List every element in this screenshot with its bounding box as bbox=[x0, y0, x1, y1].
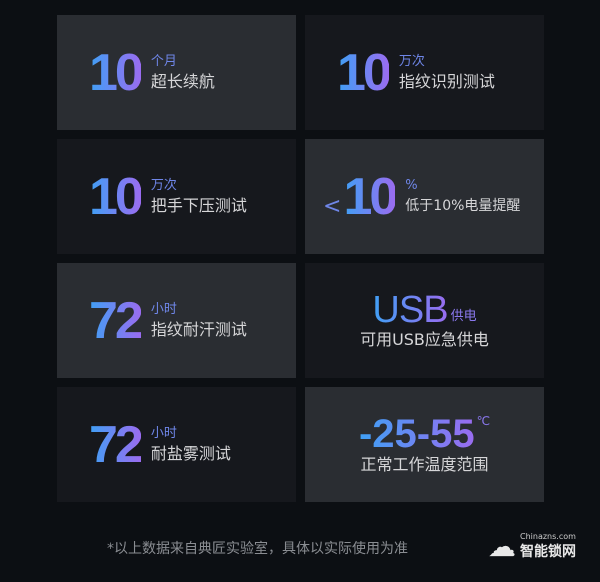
stat-card-sweat: 72 小时指纹耐汗测试 bbox=[57, 263, 296, 378]
stat-value: 10 bbox=[337, 43, 392, 102]
stat-desc: 正常工作温度范围 bbox=[360, 454, 489, 474]
watermark-logo: ☁ Chinazns.com 智能锁网 bbox=[488, 530, 576, 563]
cloud-icon: ☁ bbox=[488, 530, 516, 563]
stat-desc: 超长续航 bbox=[150, 71, 215, 91]
stat-desc: 把手下压测试 bbox=[150, 195, 247, 215]
stat-unit: 小时 bbox=[150, 425, 177, 441]
stat-unit: 小时 bbox=[150, 301, 177, 317]
stat-desc: 低于10%电量提醒 bbox=[405, 197, 521, 214]
stat-card-battery: 10 个月超长续航 bbox=[57, 15, 296, 130]
stat-value: 10 bbox=[89, 167, 144, 226]
stat-unit: 供电 bbox=[450, 308, 477, 324]
stat-unit: 个月 bbox=[150, 53, 177, 69]
stat-value: 72 bbox=[89, 291, 144, 350]
stat-desc: 耐盐雾测试 bbox=[150, 443, 231, 463]
stat-unit: 万次 bbox=[150, 177, 177, 193]
watermark-domain: Chinazns.com bbox=[520, 532, 576, 541]
stat-card-salt-spray: 72 小时耐盐雾测试 bbox=[57, 387, 296, 502]
stat-desc: 指纹耐汗测试 bbox=[150, 319, 247, 339]
stat-card-handle: 10 万次把手下压测试 bbox=[57, 139, 296, 254]
stat-value: 10 bbox=[89, 43, 144, 102]
stat-unit: ℃ bbox=[476, 413, 491, 428]
stat-desc: 指纹识别测试 bbox=[398, 71, 495, 91]
stat-card-usb: USB 供电 可用USB应急供电 bbox=[305, 263, 544, 378]
stat-value: 72 bbox=[89, 415, 144, 474]
stat-value: 10 bbox=[343, 167, 398, 226]
stat-prefix: < bbox=[323, 193, 342, 219]
stat-value: -25-55 bbox=[358, 411, 475, 456]
stat-desc: 可用USB应急供电 bbox=[360, 329, 489, 349]
stat-value: USB bbox=[372, 288, 448, 331]
footnote: *以上数据来自典匠实验室，具体以实际使用为准 bbox=[107, 541, 408, 557]
stat-unit: 万次 bbox=[398, 53, 425, 69]
stat-card-fingerprint: 10 万次指纹识别测试 bbox=[305, 15, 544, 130]
watermark-name: 智能锁网 bbox=[520, 544, 576, 560]
stat-unit: % bbox=[405, 177, 418, 193]
stat-card-temperature: -25-55 ℃ 正常工作温度范围 bbox=[305, 387, 544, 502]
stat-card-low-battery: < 10 % 低于10%电量提醒 bbox=[305, 139, 544, 254]
